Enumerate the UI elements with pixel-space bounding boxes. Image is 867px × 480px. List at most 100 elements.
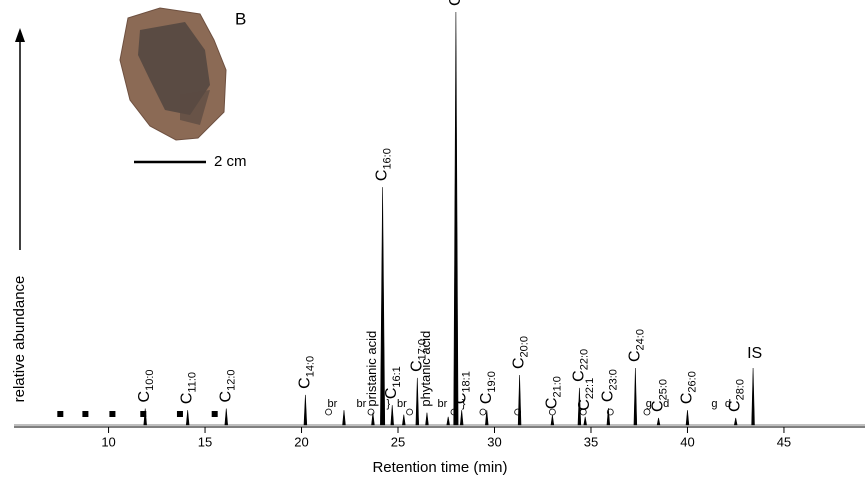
peak-label-sub: 25:0 bbox=[657, 379, 669, 400]
marker-square bbox=[211, 411, 218, 417]
peak bbox=[415, 377, 420, 426]
peak-label-main: C bbox=[297, 377, 314, 389]
peak-label-main: C bbox=[383, 388, 400, 400]
peak-label: C16:0 bbox=[374, 148, 394, 181]
peak-label-sub: 20:0 bbox=[518, 336, 530, 357]
x-tick-label: 35 bbox=[584, 434, 598, 449]
peak bbox=[733, 417, 738, 426]
peak-label-main: C bbox=[511, 357, 528, 369]
marker-circle bbox=[548, 408, 556, 416]
peak-label-sub: 11:0 bbox=[187, 372, 199, 393]
peak-label-sub: 24:0 bbox=[634, 329, 646, 350]
sample-photo bbox=[119, 7, 227, 141]
marker-square bbox=[109, 411, 116, 417]
marker-circle bbox=[479, 408, 487, 416]
x-tick-label: 20 bbox=[294, 434, 308, 449]
y-arrow-head bbox=[15, 28, 25, 42]
peak bbox=[583, 416, 587, 426]
peak bbox=[371, 412, 375, 426]
peak-label: C23:0 bbox=[600, 369, 620, 402]
peak bbox=[550, 415, 555, 426]
peak bbox=[425, 412, 429, 426]
peak-label: C11:0 bbox=[179, 372, 199, 404]
peak-label: C28:0 bbox=[727, 379, 747, 412]
x-tick-label: 30 bbox=[487, 434, 501, 449]
peak-label-sub: 10:0 bbox=[144, 369, 156, 390]
scale-bar-label: 2 cm bbox=[214, 153, 247, 170]
peak-label-main: pristanic acid bbox=[364, 331, 379, 407]
marker-text: br bbox=[397, 398, 407, 410]
marker-text: g bbox=[711, 398, 717, 410]
peak-label: IS bbox=[747, 345, 762, 362]
x-tick-label: 40 bbox=[680, 434, 694, 449]
peak-label-main: IS bbox=[747, 345, 762, 362]
marker-square bbox=[82, 411, 89, 417]
peak bbox=[485, 410, 489, 426]
peak-label: C19:0 bbox=[478, 371, 498, 404]
marker-circle bbox=[325, 408, 332, 416]
peak-label-sub: 16:0 bbox=[381, 148, 393, 169]
panel-label: B bbox=[235, 9, 246, 28]
peak-label-main: C bbox=[727, 400, 744, 412]
peak-label: C25:0 bbox=[650, 379, 670, 412]
marker-circle bbox=[606, 408, 614, 416]
x-tick-label: 10 bbox=[101, 434, 115, 449]
marker-square bbox=[57, 411, 64, 417]
peak-label-sub: 14:0 bbox=[304, 356, 316, 377]
peak bbox=[380, 187, 386, 426]
peak-label: C22:0 bbox=[571, 349, 591, 382]
peak-label-sub: 17:0 bbox=[416, 339, 428, 360]
peak-label-sub: 16:1 bbox=[391, 366, 403, 387]
peak-label-main: C bbox=[576, 399, 593, 411]
peak-label-main: C bbox=[447, 0, 464, 6]
marker-text: d bbox=[663, 398, 669, 410]
peak-label: C12:0 bbox=[217, 369, 237, 402]
peak-label-main: C bbox=[409, 360, 426, 372]
marker-text: br bbox=[356, 398, 366, 410]
marker-circle bbox=[406, 408, 413, 416]
peak bbox=[751, 367, 755, 426]
peak-label: C14:0 bbox=[297, 356, 317, 389]
peak bbox=[402, 414, 406, 426]
peak-label-main: C bbox=[453, 393, 470, 405]
marker-circle bbox=[450, 408, 458, 416]
x-tick-label: 15 bbox=[198, 434, 212, 449]
peak bbox=[517, 375, 522, 426]
peak-label-sub: 18:1 bbox=[461, 371, 473, 392]
marker-circle bbox=[367, 408, 375, 416]
peak-label-main: C bbox=[650, 400, 667, 412]
marker-square bbox=[140, 411, 147, 417]
peak bbox=[342, 410, 346, 426]
x-axis-label: Retention time (min) bbox=[372, 459, 507, 476]
peak-label-main: phytanic acid bbox=[418, 331, 433, 407]
marker-text: br bbox=[438, 398, 448, 410]
peak-label: C24:0 bbox=[627, 329, 647, 362]
peak-label: C16:1 bbox=[383, 366, 403, 399]
peak bbox=[633, 367, 638, 426]
peak-label-main: C bbox=[571, 370, 588, 382]
peak-label-sub: 22:1 bbox=[584, 378, 596, 399]
marker-text: } bbox=[387, 398, 391, 410]
peak-label: C10:0 bbox=[136, 369, 156, 402]
peak bbox=[185, 410, 190, 426]
x-tick-label: 25 bbox=[391, 434, 405, 449]
peak bbox=[685, 410, 690, 426]
peak bbox=[606, 408, 611, 426]
peak-label-main: C bbox=[600, 391, 617, 403]
peak bbox=[390, 405, 394, 426]
peak-label-main: C bbox=[136, 391, 153, 403]
peak-label-main: C bbox=[679, 393, 696, 405]
peak bbox=[446, 416, 450, 426]
peak-label: C20:0 bbox=[511, 336, 531, 369]
peak-label-main: C bbox=[478, 393, 495, 405]
peak-label-sub: 19:0 bbox=[486, 371, 498, 392]
marker-square bbox=[176, 411, 183, 417]
marker-text: g bbox=[646, 398, 652, 410]
peak bbox=[453, 11, 459, 426]
peak-label: C18:1 bbox=[453, 371, 473, 404]
x-tick-label: 45 bbox=[777, 434, 791, 449]
peak-label-sub: 23:0 bbox=[607, 369, 619, 390]
peak-label-sub: 12:0 bbox=[225, 369, 237, 390]
peak-label: pristanic acid bbox=[364, 331, 379, 407]
